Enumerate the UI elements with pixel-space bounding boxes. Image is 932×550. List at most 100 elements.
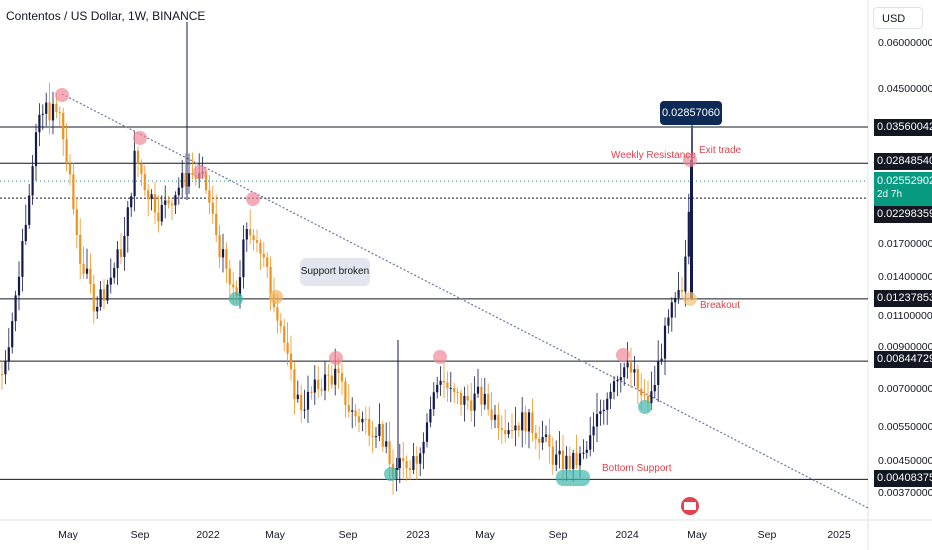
candle-body bbox=[347, 405, 350, 412]
candle-body bbox=[402, 458, 405, 462]
candle-body bbox=[643, 395, 646, 397]
candle-body bbox=[385, 441, 388, 447]
candle-body bbox=[555, 454, 558, 465]
candle-body bbox=[463, 395, 466, 405]
candle-body bbox=[361, 418, 364, 423]
x-tick: Sep bbox=[130, 529, 150, 541]
candle-body bbox=[432, 392, 435, 410]
candle-body bbox=[133, 150, 136, 197]
candle-body bbox=[493, 414, 497, 420]
candle-body bbox=[623, 367, 626, 378]
candle-body bbox=[595, 414, 599, 427]
candle-body bbox=[181, 172, 184, 188]
candle-body bbox=[378, 423, 381, 437]
candle-body bbox=[687, 211, 690, 257]
candle-body bbox=[354, 410, 357, 417]
candle-body bbox=[14, 295, 17, 322]
candle-body bbox=[82, 263, 85, 274]
candle-body bbox=[310, 391, 313, 393]
candle-body bbox=[170, 203, 174, 206]
candle-body bbox=[136, 150, 140, 164]
candle-body bbox=[364, 418, 367, 420]
candle-body bbox=[38, 114, 41, 133]
candle-body bbox=[303, 409, 306, 411]
candle-body bbox=[242, 239, 245, 278]
candle-body bbox=[412, 456, 415, 470]
candle-body bbox=[422, 441, 425, 454]
candle-body bbox=[490, 409, 493, 420]
candle-body bbox=[167, 200, 170, 204]
candle-body bbox=[419, 453, 422, 464]
candle-body bbox=[521, 412, 524, 431]
candle-body bbox=[388, 441, 391, 464]
level-label: 0.00844729 bbox=[874, 351, 932, 368]
candle-body bbox=[351, 410, 354, 412]
chart-title: Contentos / US Dollar, 1W, BINANCE bbox=[6, 9, 206, 23]
candle-body bbox=[252, 235, 255, 241]
level-label: 0.03560042 bbox=[874, 119, 932, 136]
candle-body bbox=[11, 321, 14, 348]
candle-body bbox=[0, 374, 4, 376]
candle-body bbox=[429, 409, 432, 423]
candle-body bbox=[276, 307, 279, 321]
candle-body bbox=[616, 380, 619, 382]
candle-body bbox=[646, 395, 650, 404]
candle-body bbox=[116, 249, 119, 269]
candle-body bbox=[572, 452, 575, 469]
candle-body bbox=[633, 369, 636, 373]
candle-body bbox=[456, 392, 459, 394]
x-tick: Sep bbox=[548, 529, 568, 541]
candle-body bbox=[215, 213, 218, 236]
candle-body bbox=[589, 435, 592, 450]
candle-body bbox=[123, 235, 126, 257]
candle-body bbox=[255, 240, 259, 243]
resistance-marker bbox=[55, 88, 69, 102]
candle-body bbox=[439, 380, 442, 385]
currency-selector[interactable]: USD bbox=[873, 7, 923, 29]
level-label: 0.02848540 bbox=[874, 153, 932, 170]
x-tick: 2024 bbox=[615, 529, 639, 541]
candle-body bbox=[514, 425, 517, 431]
candle-body bbox=[599, 411, 602, 415]
candle-body bbox=[548, 434, 551, 447]
candle-body bbox=[160, 204, 163, 222]
candle-body bbox=[670, 302, 673, 318]
candle-body bbox=[541, 436, 544, 443]
candle-body bbox=[619, 377, 622, 381]
candle-body bbox=[544, 434, 548, 437]
annotation-breakout: Breakout bbox=[700, 300, 741, 311]
candle-body bbox=[330, 375, 333, 385]
candle-body bbox=[140, 163, 143, 175]
y-tick: 0.04500000 bbox=[878, 83, 932, 95]
candle-body bbox=[517, 425, 520, 431]
resistance-marker bbox=[433, 350, 447, 364]
y-tick: 0.00370000 bbox=[878, 487, 932, 499]
candle-body bbox=[470, 400, 473, 411]
candle-body bbox=[320, 388, 323, 391]
x-tick: 2022 bbox=[196, 529, 220, 541]
candle-body bbox=[259, 242, 262, 254]
current-price-value: 0.02552902 bbox=[877, 175, 932, 187]
candle-body bbox=[51, 103, 55, 121]
candle-body bbox=[606, 398, 609, 410]
candle-body bbox=[527, 412, 531, 432]
candle-body bbox=[191, 173, 194, 175]
resistance-marker bbox=[329, 351, 343, 365]
candle-body bbox=[17, 276, 21, 296]
level-label: 0.01237853 bbox=[874, 290, 932, 307]
breakout-marker bbox=[683, 292, 697, 306]
candle-body bbox=[657, 361, 660, 385]
candle-body bbox=[262, 253, 265, 258]
candle-body bbox=[568, 455, 571, 469]
candle-body bbox=[153, 194, 157, 213]
candle-body bbox=[289, 353, 293, 370]
y-tick: 0.06000000 bbox=[878, 37, 932, 49]
candle-body bbox=[442, 380, 446, 383]
candle-body bbox=[177, 187, 180, 196]
support-marker bbox=[384, 467, 398, 481]
y-tick: 0.00550000 bbox=[878, 421, 932, 433]
candle-body bbox=[466, 395, 469, 401]
candle-body bbox=[174, 195, 177, 206]
level-label: 0.02298359 bbox=[874, 206, 932, 223]
